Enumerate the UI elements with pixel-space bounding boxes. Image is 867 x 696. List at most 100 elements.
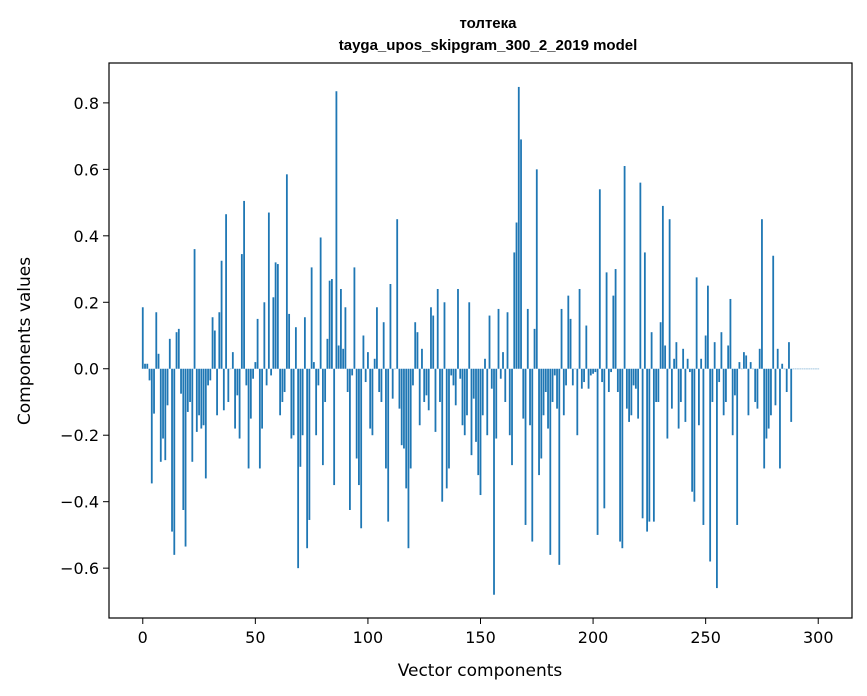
- bar-164: [511, 368, 513, 466]
- bar-212: [619, 368, 621, 542]
- bar-11: [166, 368, 169, 406]
- bar-252: [709, 368, 712, 562]
- bar-241: [684, 368, 687, 422]
- bar-135: [445, 368, 448, 489]
- y-tick-label-2: −0.2: [60, 426, 99, 445]
- bar-265: [738, 362, 741, 369]
- bar-172: [529, 368, 531, 426]
- bar-275: [761, 219, 763, 369]
- bar-287: [788, 342, 790, 369]
- bar-19: [184, 368, 187, 547]
- bar-27: [202, 368, 205, 426]
- bar-50: [254, 362, 257, 369]
- bar-160: [502, 352, 504, 369]
- bar-68: [294, 327, 297, 369]
- bar-182: [551, 368, 554, 402]
- bar-24: [195, 368, 198, 432]
- bar-44: [240, 254, 243, 369]
- bar-207: [607, 368, 610, 393]
- bar-53: [261, 368, 263, 429]
- bar-200: [592, 368, 594, 374]
- bar-16: [177, 328, 180, 369]
- bar-98: [362, 335, 365, 369]
- bar-78: [317, 368, 320, 386]
- bar-255: [716, 368, 718, 589]
- bar-120: [412, 368, 414, 386]
- bar-280: [772, 255, 775, 369]
- bar-270: [749, 362, 752, 369]
- chart-subtitle: tayga_upos_skipgram_300_2_2019 model: [339, 37, 638, 54]
- bar-126: [425, 368, 428, 396]
- bar-107: [382, 322, 385, 369]
- bar-148: [475, 368, 477, 442]
- bar-43: [238, 368, 241, 439]
- bar-151: [481, 368, 484, 416]
- bar-274: [758, 348, 761, 369]
- bar-110: [389, 284, 392, 369]
- bar-227: [652, 368, 655, 522]
- bar-206: [605, 272, 608, 369]
- bar-211: [616, 368, 619, 393]
- bar-108: [385, 368, 387, 469]
- bar-184: [556, 368, 558, 409]
- bar-189: [567, 295, 570, 369]
- bar-183: [553, 368, 556, 376]
- bar-14: [173, 368, 176, 555]
- bar-234: [668, 219, 671, 369]
- bar-84: [331, 279, 333, 369]
- bar-233: [666, 368, 669, 439]
- bar-256: [718, 368, 721, 383]
- bar-66: [290, 368, 293, 439]
- bar-170: [524, 368, 527, 525]
- bar-279: [770, 368, 772, 416]
- bar-213: [621, 368, 624, 549]
- bar-276: [763, 368, 766, 469]
- bar-103: [373, 358, 376, 369]
- bar-3: [148, 368, 151, 381]
- x-tick-label-200: 200: [578, 628, 609, 647]
- bar-229: [657, 368, 660, 402]
- bar-52: [258, 368, 261, 469]
- bar-10: [164, 368, 167, 461]
- bar-94: [353, 267, 356, 369]
- bar-133: [441, 368, 444, 502]
- bar-42: [236, 368, 239, 396]
- bar-228: [655, 368, 658, 402]
- bar-198: [587, 368, 590, 389]
- bar-187: [562, 368, 565, 416]
- bar-175: [535, 169, 538, 369]
- bar-153: [486, 368, 489, 436]
- bar-161: [504, 368, 507, 402]
- bar-273: [756, 368, 759, 409]
- bar-85: [333, 368, 336, 486]
- bar-199: [589, 368, 592, 376]
- bar-191: [571, 368, 574, 386]
- x-axis-label: Vector components: [398, 661, 563, 681]
- bar-165: [513, 252, 516, 369]
- y-tick-label-1: −0.4: [60, 493, 99, 512]
- bar-284: [781, 363, 784, 369]
- bar-216: [628, 368, 630, 422]
- bar-173: [531, 368, 534, 542]
- bar-13: [171, 368, 173, 532]
- bar-143: [463, 368, 466, 436]
- bar-26: [200, 368, 203, 429]
- bar-180: [547, 368, 549, 429]
- bar-47: [247, 368, 250, 469]
- chart-title: толтека: [459, 15, 517, 32]
- bar-155: [490, 368, 493, 389]
- bar-21: [189, 368, 191, 402]
- bar-239: [679, 368, 682, 402]
- x-tick-label-100: 100: [353, 628, 384, 647]
- bar-237: [675, 342, 678, 369]
- bar-62: [281, 368, 284, 402]
- bar-142: [461, 368, 464, 426]
- bar-193: [576, 368, 579, 436]
- bar-127: [427, 368, 430, 411]
- bar-242: [686, 358, 689, 369]
- bar-272: [754, 368, 757, 402]
- y-tick-label-7: 0.8: [74, 94, 99, 113]
- bar-179: [544, 368, 547, 393]
- bar-109: [387, 368, 390, 522]
- bar-12: [168, 338, 171, 369]
